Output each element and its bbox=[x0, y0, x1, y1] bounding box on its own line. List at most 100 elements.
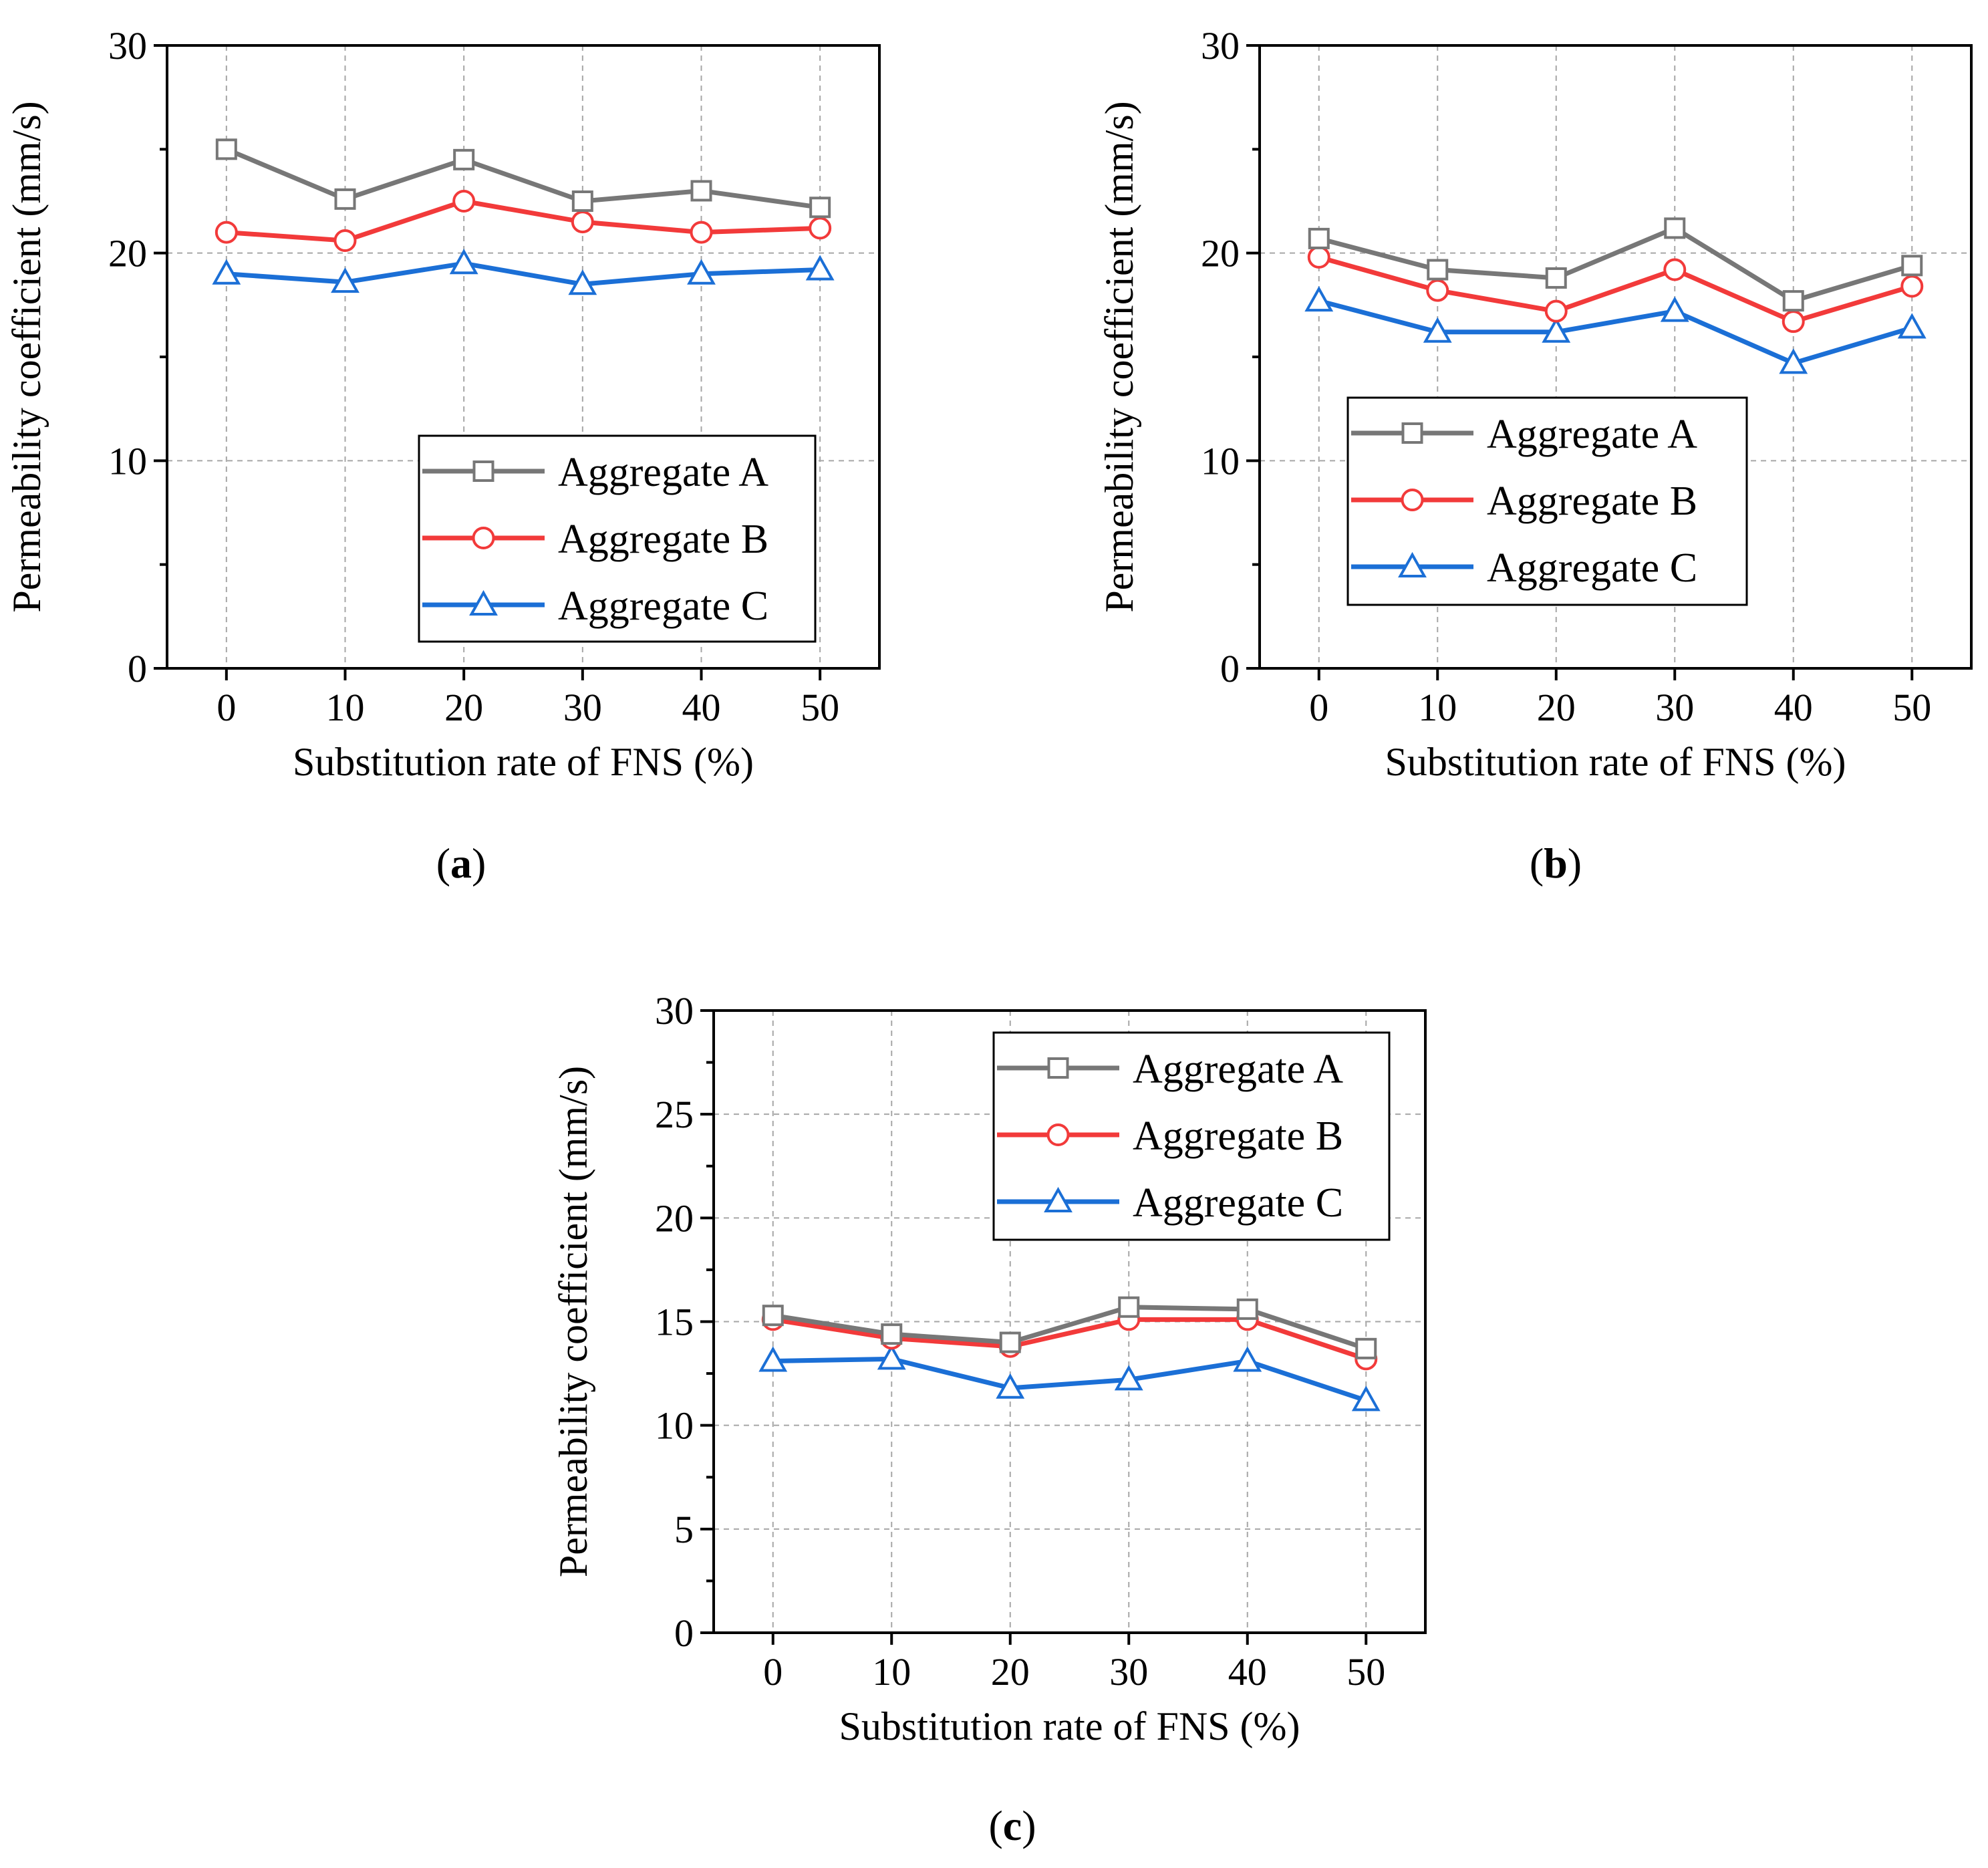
data-point-square bbox=[1782, 290, 1804, 312]
y-tick-label: 20 bbox=[1201, 232, 1240, 275]
y-tick-label: 5 bbox=[674, 1508, 694, 1551]
data-point-square bbox=[1427, 259, 1449, 281]
x-tick-label: 20 bbox=[991, 1650, 1030, 1694]
series-aggregate-a bbox=[1308, 217, 1923, 312]
legend-item: Aggregate C bbox=[1351, 545, 1697, 591]
series-aggregate-a bbox=[215, 138, 831, 219]
legend-label: Aggregate B bbox=[1133, 1113, 1343, 1159]
legend-marker-circle bbox=[472, 527, 495, 549]
x-tick-label: 50 bbox=[1346, 1650, 1385, 1694]
y-tick-label: 10 bbox=[1201, 439, 1240, 483]
legend-label: Aggregate B bbox=[558, 517, 768, 562]
data-point-circle bbox=[215, 221, 238, 244]
data-point-triangle bbox=[1660, 296, 1689, 322]
x-axis-title-b: Substitution rate of FNS (%) bbox=[1385, 740, 1846, 784]
data-point-square bbox=[1236, 1298, 1258, 1320]
data-point-square bbox=[1118, 1296, 1140, 1318]
x-tick-label: 30 bbox=[1655, 686, 1694, 729]
data-point-triangle bbox=[1114, 1365, 1143, 1391]
x-tick-label: 0 bbox=[217, 686, 236, 729]
legend-item: Aggregate B bbox=[1351, 479, 1697, 524]
data-point-square bbox=[762, 1305, 784, 1327]
series-aggregate-b bbox=[1307, 245, 1924, 333]
legend-item: Aggregate B bbox=[997, 1113, 1343, 1159]
series-aggregate-a bbox=[762, 1296, 1377, 1359]
x-tick-label: 20 bbox=[1537, 686, 1576, 729]
data-point-triangle bbox=[331, 267, 360, 293]
series-aggregate-c bbox=[758, 1344, 1381, 1412]
legend-label: Aggregate C bbox=[558, 583, 768, 629]
legend-label: Aggregate A bbox=[558, 450, 768, 495]
data-point-square bbox=[215, 138, 237, 160]
x-axis-title-a: Substitution rate of FNS (%) bbox=[293, 740, 754, 784]
legend-item: Aggregate A bbox=[997, 1047, 1343, 1092]
y-tick-label: 25 bbox=[655, 1093, 694, 1136]
x-tick-label: 50 bbox=[801, 686, 839, 729]
panel-caption-b: (b) bbox=[1529, 839, 1582, 887]
legend-item: Aggregate A bbox=[1351, 412, 1697, 457]
y-tick-label: 0 bbox=[1220, 647, 1240, 690]
series-line bbox=[226, 261, 821, 287]
legend-label: Aggregate B bbox=[1487, 479, 1697, 524]
x-tick-label: 40 bbox=[1228, 1650, 1267, 1694]
series-aggregate-b bbox=[215, 190, 832, 253]
x-tick-label: 30 bbox=[1109, 1650, 1148, 1694]
y-tick-label: 20 bbox=[108, 232, 147, 275]
y-axis-title-c: Permeability coefficient (mm/s) bbox=[551, 1066, 595, 1577]
data-point-square bbox=[881, 1323, 903, 1345]
data-point-square bbox=[453, 148, 475, 170]
data-point-triangle bbox=[877, 1344, 906, 1370]
x-tick-label: 0 bbox=[763, 1650, 783, 1694]
x-tick-label: 20 bbox=[444, 686, 483, 729]
legend-marker-square bbox=[1401, 422, 1423, 444]
series-line bbox=[1318, 255, 1913, 324]
data-point-circle bbox=[571, 211, 594, 234]
data-point-square bbox=[1901, 255, 1923, 277]
data-point-triangle bbox=[805, 255, 835, 281]
series-line bbox=[1318, 298, 1913, 366]
x-tick-label: 0 bbox=[1309, 686, 1328, 729]
y-tick-label: 10 bbox=[655, 1404, 694, 1448]
data-point-circle bbox=[452, 190, 476, 213]
panel-label-b: b bbox=[1544, 839, 1568, 887]
y-tick-label: 0 bbox=[674, 1611, 694, 1655]
panel-caption-a: (a) bbox=[436, 839, 486, 887]
legend-marker-triangle bbox=[1398, 551, 1427, 577]
data-point-circle bbox=[809, 217, 832, 240]
panel-caption-c: (c) bbox=[988, 1802, 1036, 1849]
x-tick-label: 40 bbox=[1774, 686, 1813, 729]
data-point-circle bbox=[333, 229, 357, 253]
data-point-triangle bbox=[1897, 313, 1927, 339]
legend-label: Aggregate A bbox=[1133, 1047, 1343, 1092]
data-point-square bbox=[809, 196, 831, 219]
series-aggregate-c bbox=[212, 249, 835, 295]
y-tick-label: 30 bbox=[108, 24, 147, 68]
y-tick-label: 30 bbox=[1201, 24, 1240, 68]
chart-panel-a: 0 10 20 30 40 50 0 10 20 30 Substitution rate of F… bbox=[5, 24, 881, 784]
data-point-triangle bbox=[1542, 317, 1571, 343]
data-point-triangle bbox=[449, 249, 478, 275]
series-line bbox=[225, 147, 821, 210]
x-tick-label: 10 bbox=[872, 1650, 911, 1694]
chart-panel-c: 0 10 20 30 40 50 0 5 10 15 20 25 30 Substitution rate… bbox=[551, 989, 1427, 1748]
x-tick-label: 10 bbox=[1418, 686, 1457, 729]
panel-label-a: a bbox=[450, 839, 472, 887]
x-tick-label: 40 bbox=[682, 686, 721, 729]
y-tick-label: 15 bbox=[655, 1301, 694, 1344]
x-axis-title-c: Substitution rate of FNS (%) bbox=[839, 1704, 1300, 1748]
data-point-triangle bbox=[758, 1346, 788, 1372]
data-point-circle bbox=[1307, 245, 1330, 269]
data-point-square bbox=[571, 190, 593, 212]
legend-marker-circle bbox=[1401, 489, 1424, 511]
legend-label: Aggregate A bbox=[1487, 412, 1697, 457]
data-point-triangle bbox=[568, 269, 597, 295]
data-point-square bbox=[334, 188, 356, 210]
y-tick-label: 30 bbox=[655, 989, 694, 1033]
data-point-square bbox=[1545, 267, 1567, 289]
data-point-triangle bbox=[1304, 286, 1334, 312]
data-point-square bbox=[690, 180, 712, 202]
x-tick-label: 10 bbox=[326, 686, 365, 729]
data-point-circle bbox=[1663, 258, 1687, 281]
